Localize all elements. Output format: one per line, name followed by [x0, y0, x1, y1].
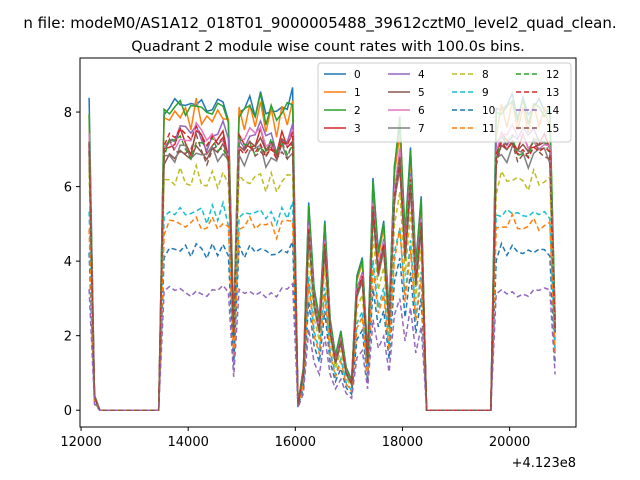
x-axis: 12000 14000 16000 18000 20000	[60, 427, 530, 450]
y-tick-label: 8	[64, 106, 72, 121]
series-line-15	[88, 131, 556, 411]
y-tick-label: 2	[64, 330, 72, 345]
chart-title: Quadrant 2 module wise count rates with …	[131, 39, 525, 55]
axes-frame	[79, 57, 577, 428]
series-line-11	[88, 212, 556, 411]
x-offset-label: +4.123e8	[512, 456, 576, 471]
legend-label-1: 1	[354, 87, 361, 99]
legend-label-9: 9	[482, 87, 489, 99]
legend-label-4: 4	[418, 69, 425, 81]
x-tick-label: 18000	[382, 435, 423, 450]
legend-label-15: 15	[546, 123, 559, 135]
x-tick-label: 12000	[60, 435, 101, 450]
legend-label-14: 14	[546, 105, 560, 117]
y-axis: 0 2 4 6 8	[64, 106, 80, 419]
x-tick-label: 14000	[168, 435, 209, 450]
y-tick-label: 4	[64, 255, 72, 270]
legend-label-7: 7	[418, 123, 425, 135]
y-tick-label: 6	[64, 181, 72, 196]
figure-suptitle: n file: modeM0/AS1A12_018T01_9000005488_…	[23, 14, 616, 33]
plot-area	[79, 57, 577, 428]
series-line-10	[88, 241, 556, 411]
x-tick-label: 16000	[275, 435, 316, 450]
y-tick-label: 0	[64, 404, 72, 419]
x-tick-label: 20000	[489, 435, 530, 450]
legend-label-10: 10	[482, 105, 495, 117]
legend-label-8: 8	[482, 69, 489, 81]
series-line-14	[88, 281, 556, 411]
legend-box	[317, 62, 572, 143]
legend-label-12: 12	[546, 69, 559, 81]
legend-label-2: 2	[354, 105, 361, 117]
legend-label-0: 0	[354, 69, 361, 81]
legend-label-3: 3	[354, 123, 361, 135]
legend-label-13: 13	[546, 87, 559, 99]
series-layer	[88, 87, 556, 411]
series-line-9	[88, 199, 556, 411]
legend-label-6: 6	[418, 105, 425, 117]
legend-label-5: 5	[418, 87, 425, 99]
legend-label-11: 11	[482, 123, 495, 135]
